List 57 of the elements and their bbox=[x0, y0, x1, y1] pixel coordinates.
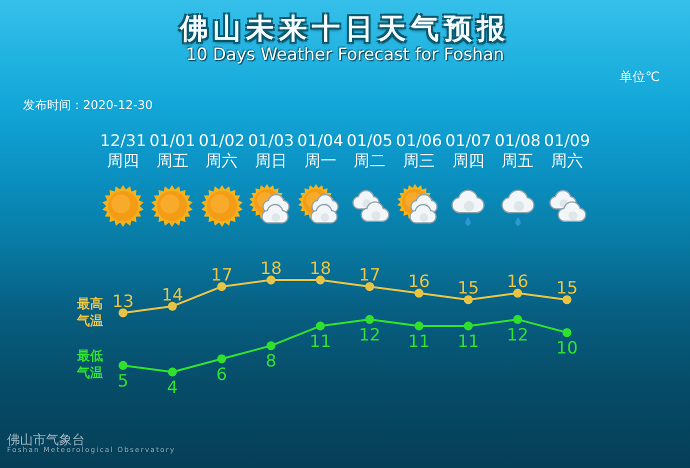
data-label: 11 bbox=[310, 332, 332, 352]
data-label: 17 bbox=[210, 266, 233, 286]
x-tick-label: 01/03 周日 bbox=[248, 131, 294, 170]
chart-title: 佛山未来十日天气预报 bbox=[178, 11, 511, 47]
x-tick-label: 01/08 周五 bbox=[494, 131, 541, 170]
point bbox=[118, 360, 128, 370]
point bbox=[414, 322, 424, 330]
x-tick-label: 01/05 周二 bbox=[346, 131, 393, 170]
data-label: 18 bbox=[260, 259, 282, 279]
series-label: 最低气温 bbox=[77, 349, 104, 384]
text: 发布时间：2020-12-30 bbox=[23, 97, 153, 114]
data-label: 17 bbox=[358, 266, 380, 286]
data-label: 16 bbox=[408, 272, 430, 292]
point bbox=[365, 282, 374, 292]
point bbox=[217, 354, 226, 364]
point bbox=[513, 288, 522, 298]
point bbox=[266, 276, 276, 284]
chart-subtitle: 10 Days Weather Forecast for Foshan bbox=[184, 45, 506, 65]
x-tick-label: 01/01 周五 bbox=[149, 131, 196, 170]
text: 单位℃ bbox=[619, 69, 660, 86]
point bbox=[365, 314, 374, 324]
data-label: 4 bbox=[166, 378, 178, 398]
data-label: 8 bbox=[266, 352, 276, 372]
data-label: 10 bbox=[556, 338, 578, 359]
point bbox=[562, 328, 572, 338]
data-label: 11 bbox=[408, 332, 430, 352]
data-label: 18 bbox=[310, 259, 332, 279]
point bbox=[562, 295, 572, 304]
point bbox=[414, 288, 424, 298]
point bbox=[464, 322, 473, 330]
data-label: 16 bbox=[506, 272, 528, 292]
x-tick-label: 01/04 周一 bbox=[297, 131, 344, 170]
data-label: 15 bbox=[556, 278, 578, 299]
data-label: 13 bbox=[112, 292, 134, 312]
x-tick-label: 01/07 周四 bbox=[445, 131, 492, 170]
data-label: 12 bbox=[358, 325, 380, 346]
x-tick-label: 01/06 周三 bbox=[396, 131, 442, 170]
point bbox=[118, 308, 128, 318]
point bbox=[168, 302, 177, 311]
point bbox=[513, 314, 522, 324]
data-label: 12 bbox=[506, 325, 528, 346]
data-label: 11 bbox=[457, 332, 480, 352]
x-tick-label: 12/31 周四 bbox=[100, 131, 146, 170]
x-tick-label: 01/09 周六 bbox=[544, 131, 590, 170]
point bbox=[316, 322, 325, 330]
point bbox=[316, 276, 325, 284]
data-label: 6 bbox=[216, 364, 228, 385]
x-tick-label: 01/02 周六 bbox=[198, 131, 245, 170]
point bbox=[168, 368, 177, 376]
data-label: 15 bbox=[457, 278, 480, 299]
data-label: 14 bbox=[162, 285, 184, 306]
point bbox=[217, 282, 226, 292]
point bbox=[464, 295, 473, 304]
text: 佛山市气象台 bbox=[7, 432, 85, 448]
data-label: 5 bbox=[118, 371, 128, 392]
series-label: 最高气温 bbox=[77, 296, 104, 331]
point bbox=[266, 341, 276, 350]
